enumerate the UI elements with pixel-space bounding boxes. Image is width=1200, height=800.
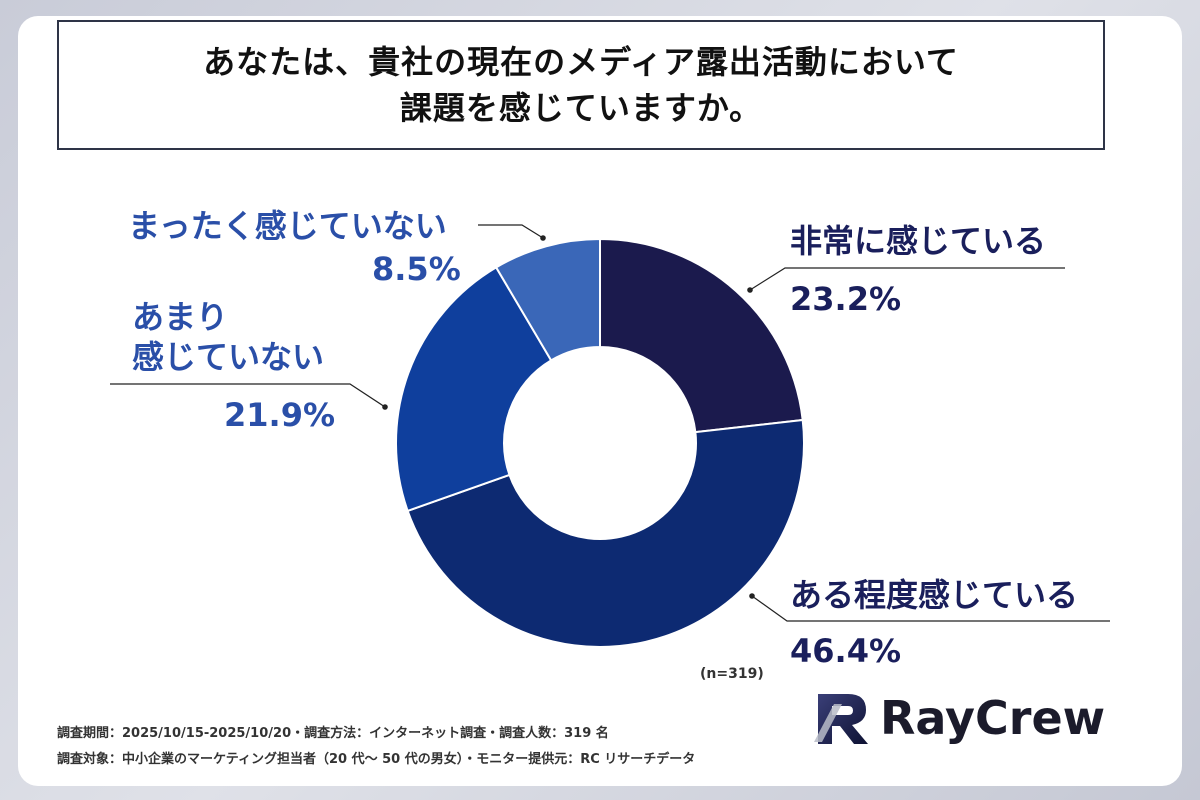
- value-not-much: 21.9%: [224, 396, 335, 434]
- title-line-1: あなたは、貴社の現在のメディア露出活動において: [203, 43, 959, 81]
- leader-dot-not-much: [382, 404, 388, 410]
- value-very-much: 23.2%: [790, 280, 901, 318]
- logo-text: RayCrew: [880, 691, 1106, 745]
- leader-line-not-much: [110, 383, 386, 408]
- survey-note-2: 調査対象：中小企業のマーケティング担当者（20 代～ 50 代の男女）・モニター…: [57, 752, 696, 767]
- leader-lines: [110, 224, 1110, 622]
- leader-line-very-much: [749, 267, 1065, 291]
- logo: RayCrew: [812, 690, 1105, 746]
- survey-note-1: 調査期間：2025/10/15-2025/10/20・調査方法：インターネット調…: [57, 726, 609, 741]
- leader-dot-very-much: [747, 287, 753, 293]
- leader-dots: [382, 235, 755, 599]
- card: [18, 16, 1182, 786]
- title-line-2: 課題を感じていますか。: [399, 89, 763, 127]
- label-not-much-1: あまり: [132, 298, 228, 336]
- value-somewhat: 46.4%: [790, 632, 901, 670]
- leader-line-somewhat: [751, 595, 1110, 622]
- sample-size: (n=319): [700, 666, 764, 682]
- leader-dot-somewhat: [749, 593, 755, 599]
- label-not-at-all: まったく感じていない: [128, 207, 447, 245]
- value-not-at-all: 8.5%: [372, 250, 461, 288]
- label-somewhat: ある程度感じている: [790, 576, 1078, 614]
- leader-dot-not-at-all: [540, 235, 546, 241]
- label-not-much-2: 感じていない: [132, 338, 324, 376]
- label-very-much: 非常に感じている: [790, 222, 1046, 260]
- slice-not-at-all: [494, 237, 601, 362]
- leader-line-not-at-all: [478, 224, 544, 239]
- donut-slices: [395, 237, 805, 648]
- slice-very-much: [599, 237, 804, 434]
- title-box: あなたは、貴社の現在のメディア露出活動において 課題を感じていますか。: [57, 20, 1105, 150]
- logo-mark-icon: [814, 694, 868, 744]
- slice-not-much: [395, 266, 553, 513]
